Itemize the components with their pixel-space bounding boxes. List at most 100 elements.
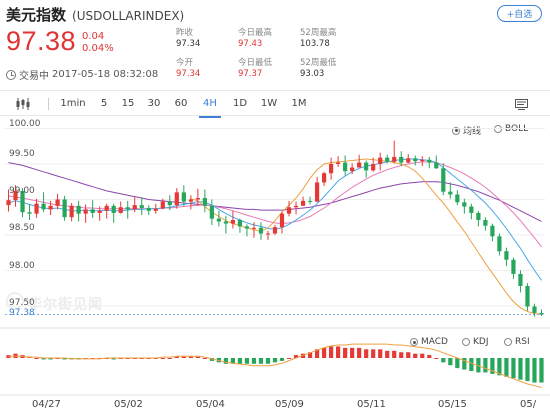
timestamp: 2017-05-18 08:32:08 [52,69,159,80]
radio-dot [410,338,418,346]
candle-body [216,218,221,222]
ma-line-pink [8,161,542,248]
radio-label: 均线 [463,127,482,137]
macd-bar [427,355,432,358]
stat-value: 97.34 [176,69,201,79]
macd-bar [357,347,362,358]
candle-body [13,190,18,201]
candle-body [265,233,271,235]
radio-dot [462,338,470,346]
macd-bar [160,358,165,359]
y-tick-label: 97.50 [9,298,35,308]
y-tick-label: 99.00 [9,186,35,196]
candle-body [104,205,109,211]
candle-body [441,168,446,192]
title-row: 美元指数 (USDOLLARINDEX) [6,4,184,25]
instrument-code: (USDOLLARINDEX) [72,9,185,23]
candle-body [111,205,116,213]
candle-body [244,226,250,229]
candle-body [455,194,460,203]
macd-bar [258,358,264,364]
period-5[interactable]: 5 [100,98,108,109]
indicator-rsi-radio[interactable]: RSI [504,337,530,347]
candle-body [139,205,144,208]
macd-bar [307,352,313,358]
candle-body [300,200,306,206]
change-percent: 0.04% [82,43,114,54]
ma-line-orange [190,158,542,315]
candlestick-chart[interactable] [0,116,550,399]
active-underline [199,116,221,118]
indicator-ma-radio[interactable]: 均线 [452,124,481,137]
candle-body [153,208,158,211]
macd-bar [455,358,460,369]
candle-body [188,199,193,202]
candle-body [357,162,362,168]
period-4h[interactable]: 4H [199,91,221,118]
macd-bar [539,358,544,383]
period-1d[interactable]: 1D [232,98,248,109]
macd-bar [237,358,243,364]
stat-value: 97.34 [176,39,201,49]
candle-body [364,162,369,171]
candle-body [97,210,102,213]
radio-dot [504,338,512,346]
candle-body [406,158,411,163]
stat-today-high: 今日最高 97.43 [238,28,272,50]
candle-body [434,162,439,169]
macd-bar [469,358,474,371]
macd-bar [364,349,369,358]
candle-body [399,156,404,163]
add-to-watchlist-button[interactable]: +自选 [497,5,542,22]
candle-body [532,306,537,313]
period-1m[interactable]: 1M [291,98,307,109]
macd-bar [483,358,488,373]
candle-body [27,212,32,214]
macd-bar [286,358,292,359]
x-tick-label: 05/ [520,399,537,410]
stat-yesterday-close: 昨收 97.34 [176,28,200,50]
macd-bar [329,346,334,358]
macd-bar [441,358,446,363]
candlestick-type-icon[interactable] [10,91,36,117]
macd-bar [62,358,67,360]
status-text: 交易中 [19,71,49,82]
candle-body [314,182,320,202]
macd-bar [230,358,236,364]
macd-bar [420,353,425,358]
candle-body [483,220,488,226]
candle-body [420,159,425,162]
indicator-kdj-radio[interactable]: KDJ [462,337,489,347]
period-1min[interactable]: 1min [60,98,86,109]
candle-body [293,205,299,208]
macd-bar [111,358,116,360]
candle-body [251,227,257,229]
period-30[interactable]: 30 [147,98,161,109]
ma-line-blue [8,158,542,281]
candle-body [118,207,123,213]
stat-today-open: 今开 97.34 [176,58,200,80]
indicator-macd-radio[interactable]: MACD [410,337,448,347]
stat-52w-high: 52周最高 103.78 [300,28,336,50]
macd-bar [434,358,439,359]
x-tick-label: 05/02 [114,399,143,410]
period-4h-label: 4H [203,98,217,109]
stat-label: 昨收 [176,28,194,38]
period-60[interactable]: 60 [174,98,188,109]
macd-bar [336,346,341,358]
candle-body [518,273,523,286]
stat-label: 52周最高 [300,28,337,38]
change-value: 0.04 [82,31,105,42]
candle-body [223,221,229,224]
macd-bar [174,356,179,358]
fullscreen-icon[interactable] [510,91,532,117]
stat-value: 97.37 [238,69,263,79]
x-tick-label: 04/27 [32,399,61,410]
period-15[interactable]: 15 [121,98,135,109]
period-1w[interactable]: 1W [260,98,278,109]
watermark-logo-icon [6,292,24,310]
macd-bar [265,358,271,364]
candle-body [209,205,214,219]
macd-bar [34,358,39,359]
candle-body [469,206,474,213]
